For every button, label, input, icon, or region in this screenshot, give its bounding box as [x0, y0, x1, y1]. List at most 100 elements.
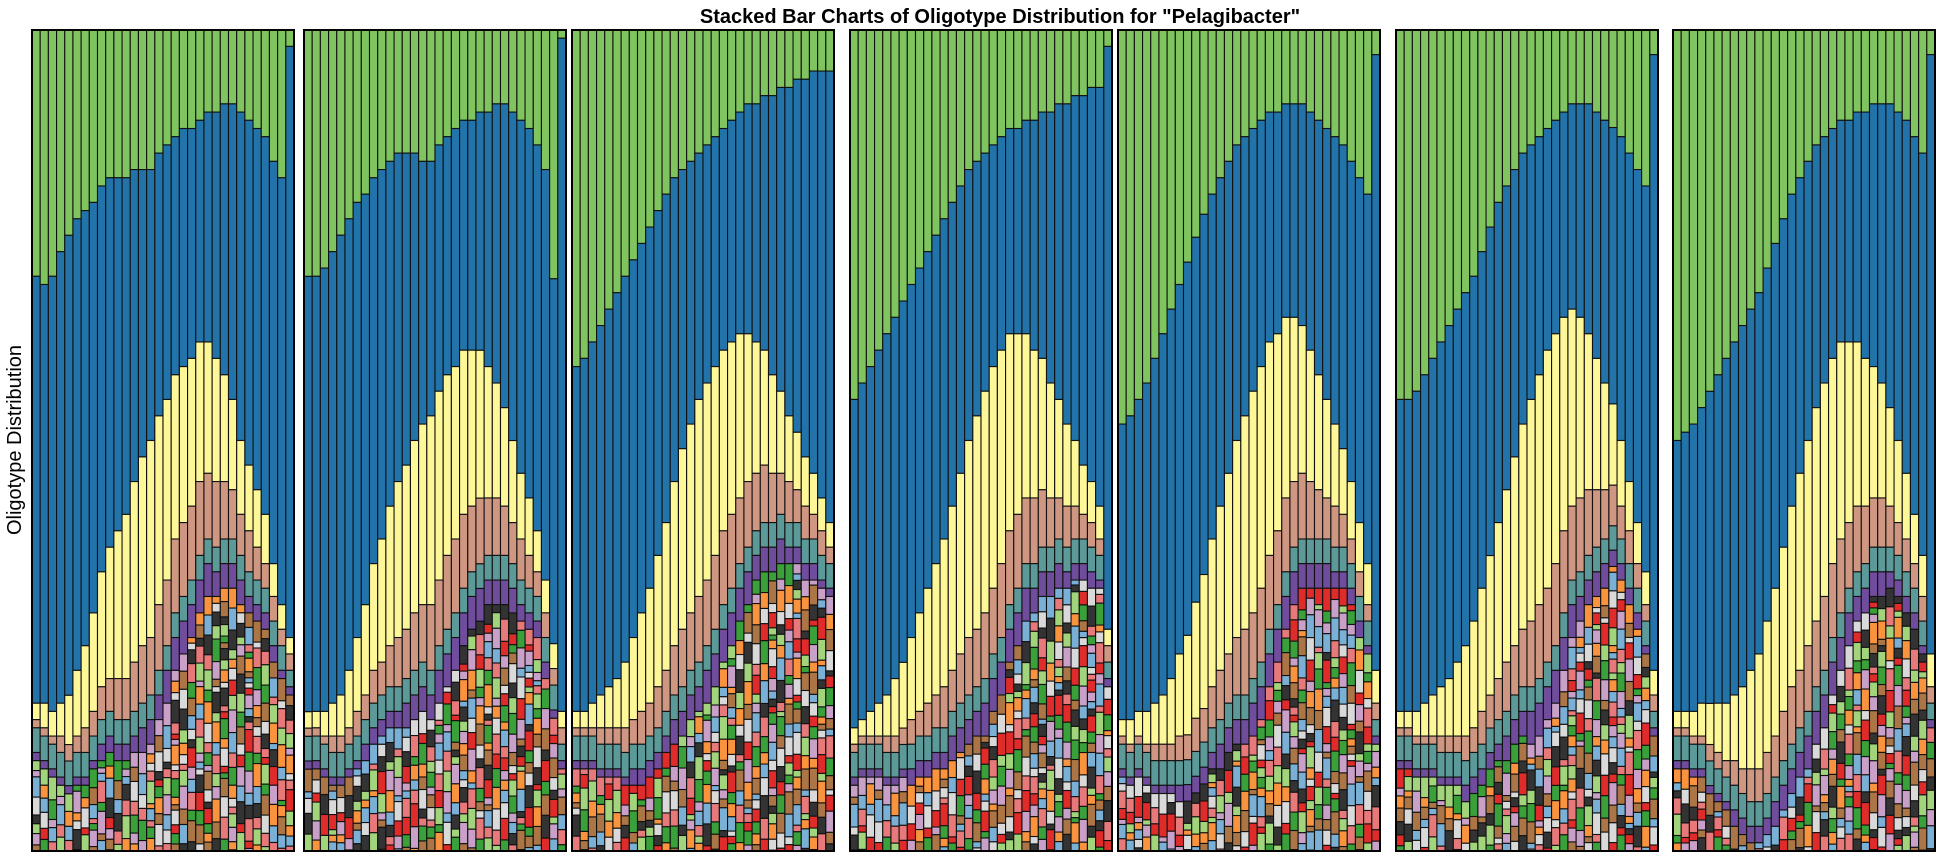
bar-segment-blue [64, 234, 74, 696]
bar-segment-minor [1395, 768, 1405, 789]
bar-segment-blue [661, 193, 671, 524]
bar-segment-tan [645, 702, 655, 737]
bar-segment-blue [694, 152, 704, 400]
bar-segment-minor [1600, 605, 1610, 619]
bar [661, 29, 671, 852]
bar-segment-minor [751, 674, 761, 695]
bar-segment-minor [219, 659, 230, 671]
bar-segment-minor [499, 693, 510, 707]
bar-segment-minor [187, 809, 197, 822]
bar-segment-minor [1045, 789, 1056, 812]
bar-segment-yellow [1264, 341, 1275, 556]
bar-segment-minor [1199, 842, 1209, 852]
bar [579, 29, 589, 852]
bar-segment-minor [268, 696, 279, 706]
bar-segment-yellow [1005, 333, 1015, 532]
bar-segment-tan [1005, 530, 1015, 606]
bar-segment-minor [1062, 646, 1072, 668]
bar-segment-minor [1297, 802, 1307, 813]
bar-segment-minor [661, 791, 671, 814]
bar-segment-minor [776, 710, 786, 718]
bar-segment-minor [483, 764, 493, 781]
bar-segment-minor [1868, 743, 1879, 762]
bar-segment-minor [467, 697, 477, 719]
bar-segment-purple [1371, 735, 1381, 745]
bar-segment-minor [702, 802, 712, 825]
bar-segment-purple [1526, 710, 1536, 745]
bar-segment-yellow [129, 480, 139, 663]
bar-segment-minor [686, 829, 696, 849]
bar-segment-minor [178, 754, 189, 765]
bar-segment-minor [1493, 766, 1503, 784]
bar-segment-minor [1893, 657, 1903, 666]
bar-segment-blue [776, 86, 786, 392]
bar-segment-minor [442, 770, 452, 793]
bar-segment-minor [244, 694, 254, 710]
bar-segment-minor [808, 584, 819, 606]
bar-segment-minor [1420, 806, 1430, 820]
bar-segment-tan [162, 579, 172, 647]
bar-segment-minor [1078, 579, 1088, 592]
bar-segment-minor [596, 831, 606, 847]
bar-segment-minor [211, 798, 221, 823]
bar-segment-green [1354, 29, 1365, 179]
panel-frame [31, 29, 295, 852]
bar-segment-minor [1583, 788, 1594, 798]
bar-segment-purple [1207, 751, 1217, 770]
bar-segment-tan [1062, 505, 1072, 548]
bar-segment-minor [80, 827, 90, 836]
bar-segment-minor [1534, 735, 1544, 757]
bar-segment-minor [1062, 693, 1072, 706]
bar-segment-minor [1844, 778, 1854, 787]
bar-segment-minor [1844, 806, 1854, 822]
bar-segment-minor [418, 710, 428, 735]
bar [1510, 29, 1520, 852]
bar-segment-tan [459, 513, 469, 589]
bar-segment-minor [1395, 834, 1405, 847]
bar-segment-blue [1567, 103, 1577, 310]
bar-segment-purple [1746, 825, 1756, 844]
bar-segment-tan [1770, 735, 1780, 778]
bar-segment-minor [988, 810, 998, 828]
bar-segment-purple [947, 735, 957, 762]
bar-segment-minor [1289, 811, 1299, 832]
bar-segment-minor [1680, 768, 1690, 790]
bar-segment-minor [1428, 785, 1438, 803]
bar-segment-minor [236, 636, 246, 646]
bar-segment-minor [1901, 807, 1911, 818]
bar-segment-minor [1338, 673, 1348, 688]
bar-segment-blue [1289, 103, 1299, 318]
bar-segment-minor [442, 821, 452, 846]
bar-segment-minor [988, 776, 998, 791]
bar-segment-tan [1045, 497, 1056, 548]
bar-segment-yellow [931, 563, 941, 696]
bar-segment-minor [1616, 774, 1626, 786]
bar-segment-minor [1313, 668, 1324, 690]
bar-segment-minor [1363, 681, 1373, 700]
bar-segment-minor [1819, 794, 1830, 804]
bar-segment-minor [1877, 713, 1887, 727]
bar-segment-minor [557, 773, 567, 790]
bar-segment-minor [735, 653, 745, 671]
bar-segment-yellow [1125, 719, 1135, 745]
bar-segment-minor [1860, 791, 1871, 804]
bar-segment-blue [1095, 86, 1105, 507]
bar-segment-minor [121, 776, 131, 786]
bar-segment-purple [540, 661, 551, 680]
bar-segment-green [1624, 29, 1634, 154]
bar-segment-minor [1264, 736, 1275, 752]
bar-segment-minor [187, 636, 197, 644]
bar-segment-minor [1918, 692, 1928, 711]
panel-frame [1117, 29, 1381, 852]
bar-segment-minor [418, 776, 428, 791]
bar-segment-minor [1485, 824, 1495, 846]
panel-frame [571, 29, 835, 852]
bar-segment-purple [244, 595, 254, 614]
bar-segment-purple [1223, 727, 1234, 754]
bar [1575, 29, 1585, 852]
bar-segment-minor [784, 774, 794, 785]
bar-segment-minor [1103, 698, 1113, 716]
bar-segment-minor [767, 770, 778, 789]
bar-segment-blue [1215, 177, 1225, 507]
bar-segment-minor [767, 634, 778, 641]
